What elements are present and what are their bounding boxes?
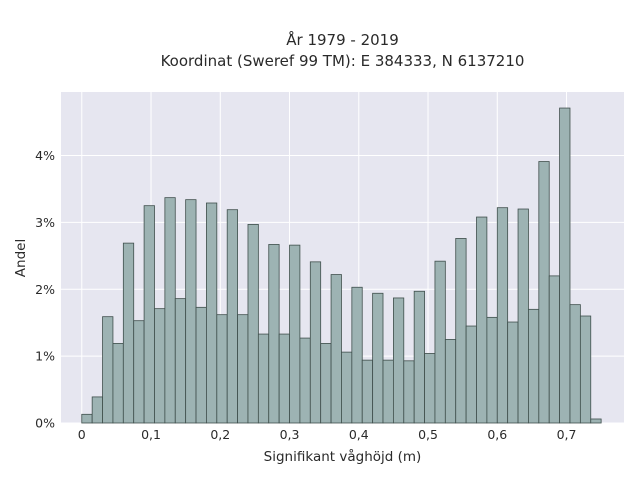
y-tick-label: 1%	[35, 349, 55, 364]
histogram-bar	[486, 316, 498, 424]
histogram-bar	[424, 353, 436, 424]
histogram-bar	[268, 244, 280, 424]
histogram-bar	[361, 359, 374, 424]
histogram-bar	[372, 292, 384, 424]
histogram-bar	[507, 321, 519, 424]
histogram-bar	[247, 223, 259, 424]
x-axis-label: Signifikant våghöjd (m)	[264, 448, 422, 465]
histogram-bar	[309, 261, 322, 424]
histogram-bar	[154, 308, 166, 424]
histogram-bar	[102, 316, 114, 424]
y-tick-label: 4%	[35, 148, 55, 163]
histogram-bar	[237, 314, 249, 424]
histogram-bar	[517, 208, 529, 424]
histogram-bar	[351, 286, 363, 424]
y-axis-ticks: 0% 1% 2% 3% 4%	[35, 148, 55, 430]
histogram-bar	[548, 275, 560, 424]
histogram-bar	[320, 343, 332, 424]
histogram-bar	[133, 320, 145, 424]
x-tick-label: 0,4	[349, 427, 369, 442]
x-tick-label: 0,6	[487, 427, 507, 442]
histogram-bar	[278, 333, 290, 424]
y-axis-label: Andel	[13, 239, 29, 277]
histogram-bar	[434, 260, 446, 424]
histogram-bar	[174, 298, 187, 424]
histogram-bar	[559, 107, 571, 424]
histogram-bar	[528, 308, 540, 424]
histogram-bar	[185, 199, 197, 424]
histogram-bar	[257, 333, 270, 424]
histogram-bar	[392, 297, 405, 424]
chart-title: År 1979 - 2019	[286, 30, 399, 49]
histogram-bar	[444, 339, 457, 424]
x-axis-ticks: 0 0,1 0,2 0,3 0,4 0,5 0,6 0,7	[78, 427, 577, 442]
histogram-bar	[455, 238, 467, 424]
x-tick-label: 0	[78, 427, 86, 442]
histogram-bar	[569, 304, 581, 424]
bars	[81, 107, 602, 424]
histogram-bar	[122, 242, 135, 424]
histogram-bar	[476, 216, 488, 424]
histogram-bar	[143, 205, 155, 424]
x-tick-label: 0,3	[280, 427, 300, 442]
histogram-bar	[226, 209, 238, 424]
x-tick-label: 0,1	[141, 427, 161, 442]
y-tick-label: 3%	[35, 215, 55, 230]
histogram-bar	[579, 315, 592, 424]
x-tick-label: 0,2	[210, 427, 230, 442]
histogram-bar	[382, 359, 394, 424]
histogram-bar	[496, 207, 509, 424]
histogram-bar	[81, 413, 93, 424]
histogram-bar	[465, 325, 477, 424]
y-tick-label: 0%	[35, 416, 55, 431]
histogram-bar	[112, 343, 124, 424]
histogram-bar	[341, 351, 353, 424]
histogram-bar	[91, 396, 103, 424]
x-tick-label: 0,7	[557, 427, 577, 442]
histogram-bar	[330, 274, 342, 424]
histogram-bar	[299, 337, 311, 424]
chart-subtitle: Koordinat (Sweref 99 TM): E 384333, N 61…	[161, 52, 525, 70]
x-tick-label: 0,5	[418, 427, 438, 442]
histogram-bar	[289, 244, 301, 424]
histogram-bar	[413, 290, 425, 424]
histogram-bar	[538, 161, 550, 424]
histogram-bar	[590, 418, 602, 424]
y-tick-label: 2%	[35, 282, 55, 297]
histogram-bar	[164, 197, 176, 424]
histogram-bar	[206, 202, 218, 424]
histogram-bar	[216, 314, 228, 424]
histogram-bar	[403, 360, 415, 424]
histogram-bar	[195, 306, 207, 424]
